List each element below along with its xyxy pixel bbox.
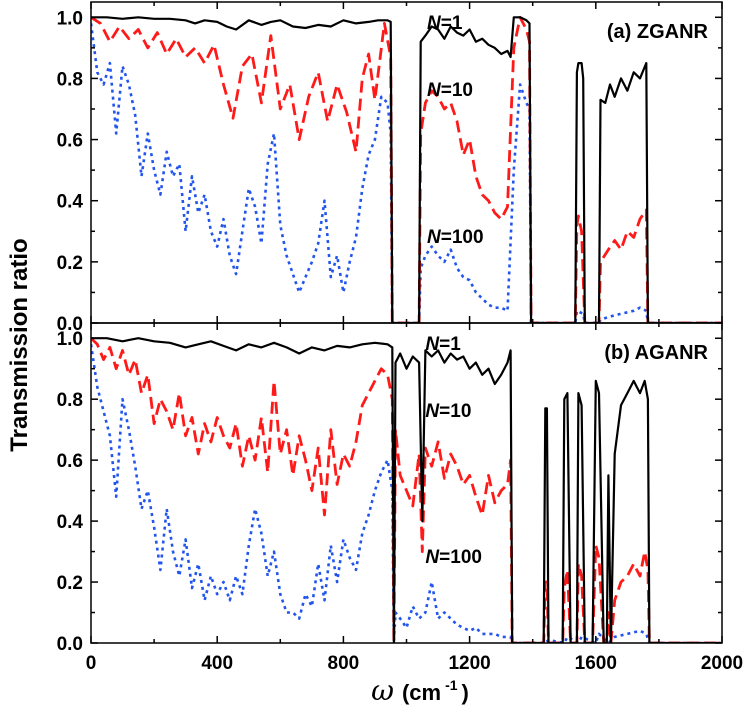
series-n-10-line [91, 15, 722, 323]
series-n-10-line [91, 337, 722, 643]
x-tick-label: 2000 [701, 653, 743, 674]
x-tick-label: 800 [328, 653, 360, 674]
panel-label: (b) AGANR [604, 342, 708, 364]
y-axis-title: Transmission ratio [6, 238, 33, 451]
panel-a: 0.0 0.2 0.4 0.6 0.8 1.0 (a) ZGANR N=1 N=10 N=100 [57, 1, 723, 335]
plot-frame [90, 322, 723, 644]
panel-label: (a) ZGANR [607, 21, 709, 43]
series-n-1-line [91, 16, 722, 323]
series-annotation: N=10 [427, 80, 473, 101]
panel-b: 0.0 0.2 0.4 0.6 0.8 1.0 0 400 800 1200 1600 2000 (b)… [57, 322, 743, 674]
x-tick-label: 0 [86, 653, 97, 674]
series-n-100-line [91, 23, 722, 323]
series-n-1-line [91, 337, 722, 643]
x-axis-title: ω (cm -1 ) [371, 674, 469, 707]
y-tick-label: 0.6 [57, 131, 83, 152]
y-tick-label: 0.8 [57, 69, 83, 90]
series-annotation: N=100 [427, 227, 484, 248]
x-tick-label: 400 [201, 653, 233, 674]
y-tick-label: 0.2 [57, 253, 83, 274]
series-annotation: N=100 [425, 547, 482, 568]
y-tick-label: 1.0 [57, 329, 83, 350]
plot-frame [90, 1, 723, 324]
y-tick-label: 0.8 [57, 390, 83, 411]
y-tick-label: 0.4 [57, 192, 84, 213]
omega-symbol: ω [371, 674, 394, 707]
y-tick-label: 0.6 [57, 451, 83, 472]
y-tick-label: 1.0 [57, 8, 83, 29]
series-annotation: N=10 [425, 401, 471, 422]
series-annotation: N=1 [427, 13, 463, 34]
y-tick-label: 0.0 [57, 314, 83, 335]
x-tick-label: 1600 [575, 653, 617, 674]
y-tick-label: 0.2 [57, 573, 83, 594]
x-tick-label: 1200 [448, 653, 490, 674]
y-tick-label: 0.4 [57, 512, 84, 533]
series-annotation: N=1 [425, 334, 461, 355]
y-tick-label: 0.0 [57, 634, 83, 655]
